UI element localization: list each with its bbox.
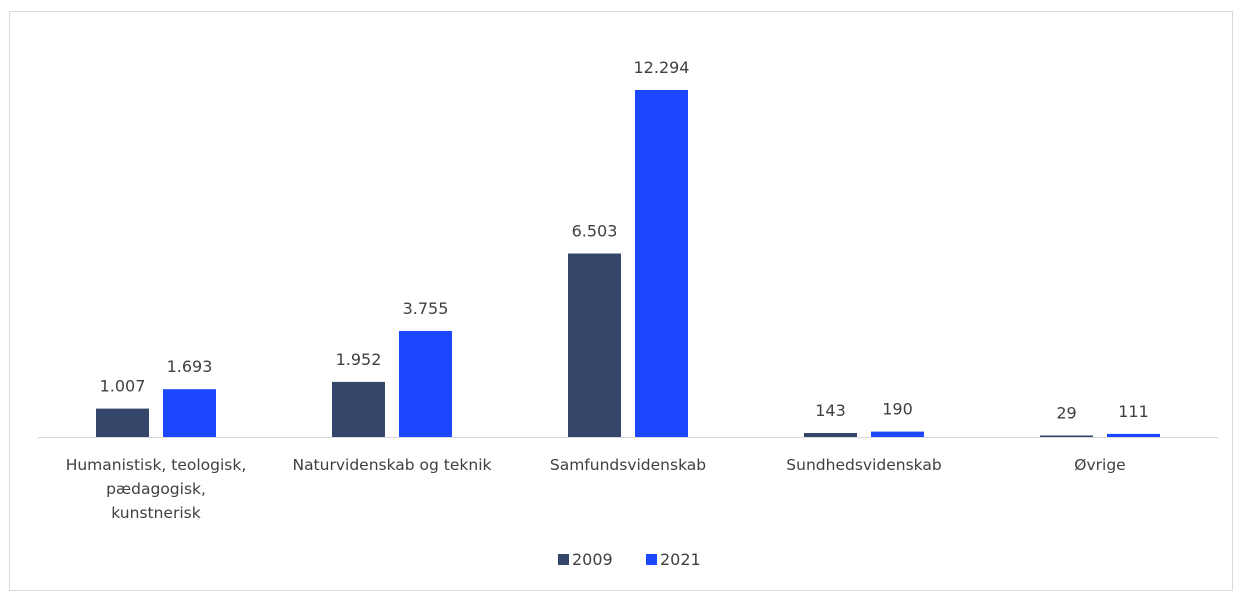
bar-2021-0[interactable] xyxy=(163,389,216,437)
legend-swatch-2009[interactable] xyxy=(558,554,569,565)
bar-2009-3[interactable] xyxy=(804,433,857,437)
legend[interactable]: 2009 2021 xyxy=(558,550,701,569)
category-label-0-line-0: Humanistisk, teologisk, xyxy=(66,456,247,474)
data-label-2021-3: 190 xyxy=(882,400,913,419)
legend-swatch-2021[interactable] xyxy=(646,554,657,565)
data-label-2009-1: 1.952 xyxy=(336,350,382,369)
bar-2009-0[interactable] xyxy=(96,408,149,437)
category-labels-group: Humanistisk, teologisk, pædagogisk, kunstn… xyxy=(66,456,1126,522)
bar-2021-3[interactable] xyxy=(871,431,924,437)
data-label-2009-2: 6.503 xyxy=(572,222,618,241)
legend-label-2021[interactable]: 2021 xyxy=(660,550,701,569)
data-label-2021-2: 12.294 xyxy=(634,58,690,77)
data-label-2009-3: 143 xyxy=(815,401,846,420)
bar-2021-4[interactable] xyxy=(1107,433,1160,437)
value-labels-group: 1.007 1.693 1.952 3.755 6.503 12.294 143 190 29 1… xyxy=(100,58,1149,423)
category-label-0-line-1: pædagogisk, xyxy=(106,480,206,498)
bar-2009-1[interactable] xyxy=(332,381,385,437)
data-label-2021-1: 3.755 xyxy=(403,299,449,318)
bar-2009-2[interactable] xyxy=(568,253,621,438)
bar-2009-4[interactable] xyxy=(1040,435,1093,438)
data-label-2021-0: 1.693 xyxy=(167,357,213,376)
data-label-2009-4: 29 xyxy=(1056,404,1076,423)
data-label-2009-0: 1.007 xyxy=(100,377,146,396)
bar-2021-1[interactable] xyxy=(399,331,452,437)
legend-label-2009[interactable]: 2009 xyxy=(572,550,613,569)
bars-group xyxy=(96,90,1160,437)
category-label-3-line-0: Sundhedsvidenskab xyxy=(786,456,941,474)
category-label-1-line-0: Naturvidenskab og teknik xyxy=(292,456,491,474)
category-label-0-line-2: kunstnerisk xyxy=(111,504,200,522)
category-label-4-line-0: Øvrige xyxy=(1074,456,1125,474)
category-label-2-line-0: Samfundsvidenskab xyxy=(550,456,706,474)
data-label-2021-4: 111 xyxy=(1118,402,1149,421)
bar-2021-2[interactable] xyxy=(635,90,688,437)
